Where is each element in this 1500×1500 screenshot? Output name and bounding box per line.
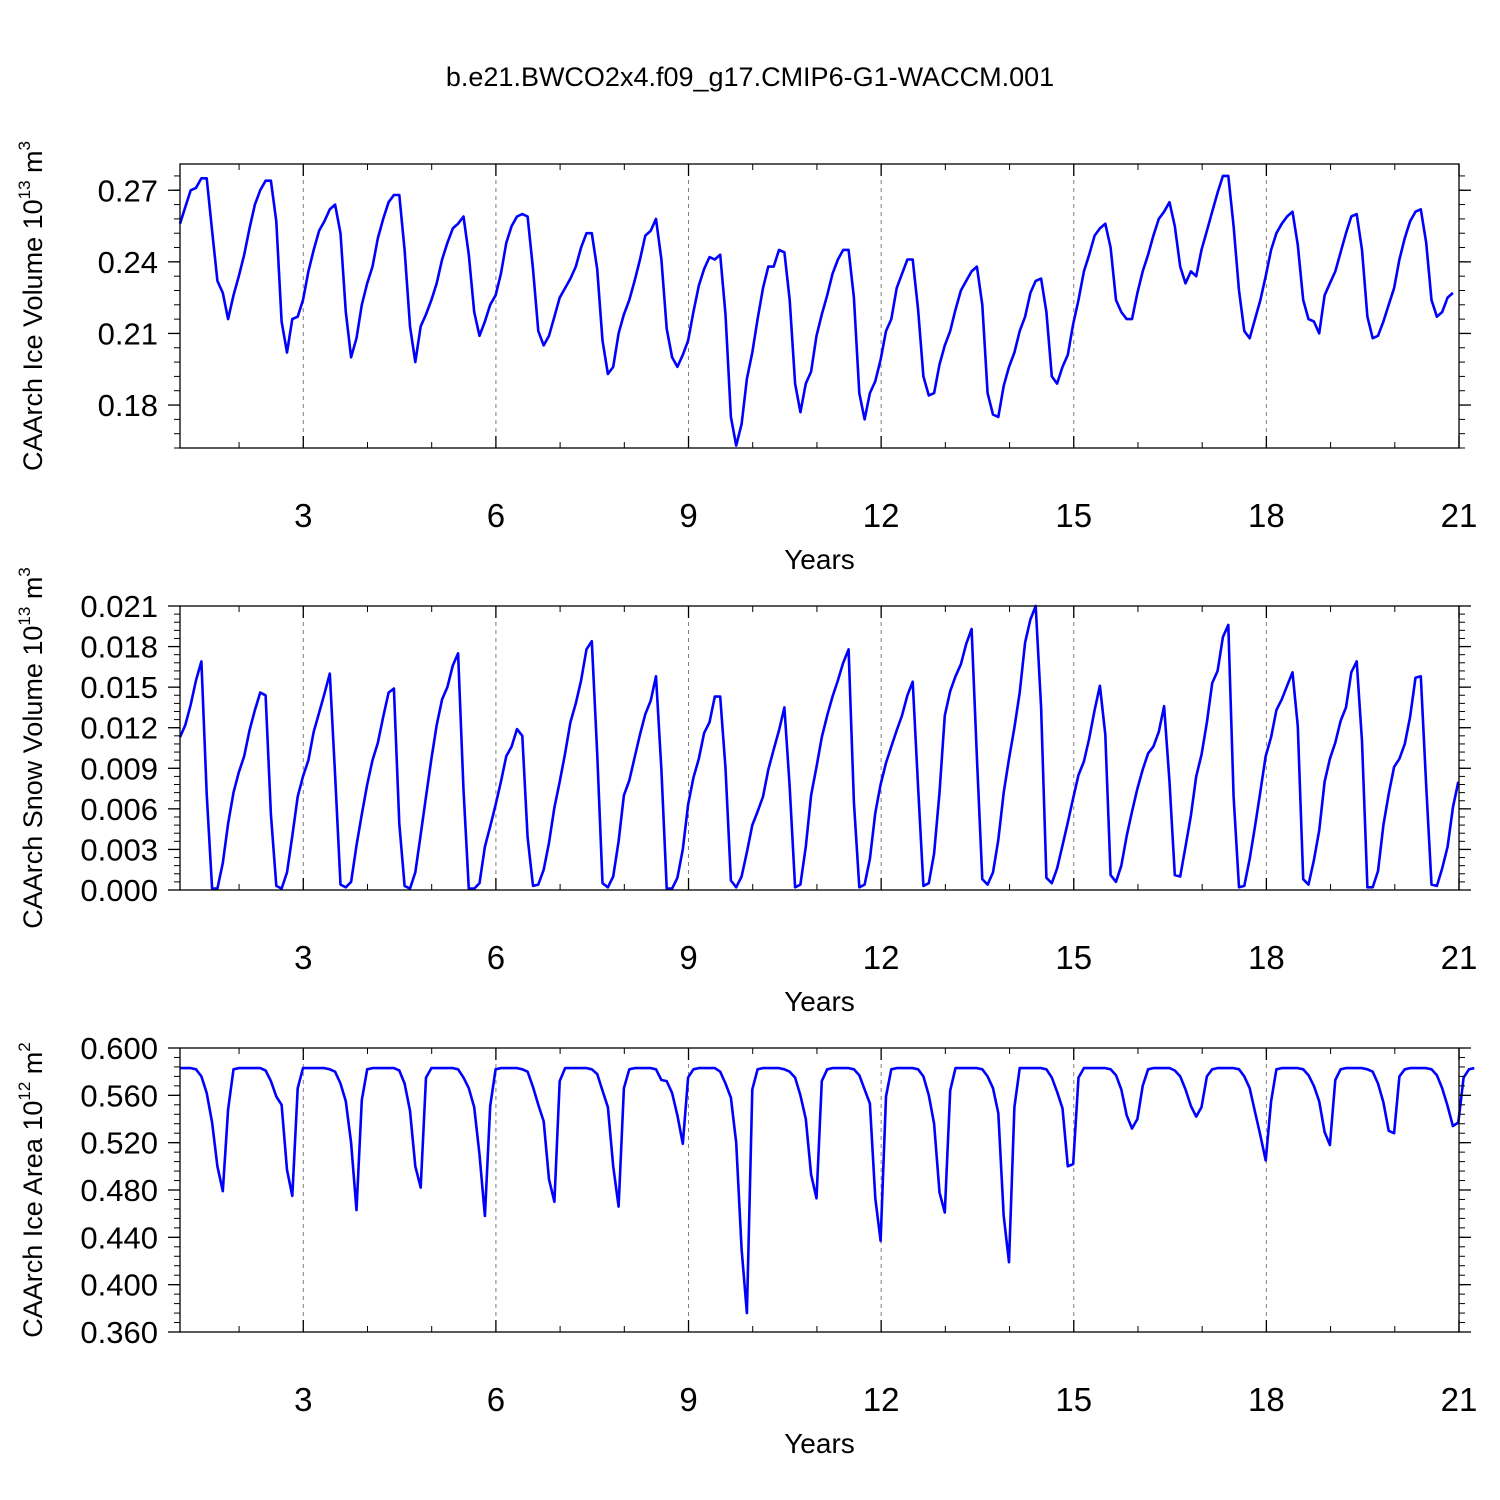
- ice-area-xtick-label-3: 12: [863, 1381, 900, 1418]
- snow-volume-yaxis-label: CAArch Snow Volume 1013 m3: [15, 567, 48, 929]
- snow-volume-xtick-label-2: 9: [679, 939, 697, 976]
- figure-title: b.e21.BWCO2x4.f09_g17.CMIP6-G1-WACCM.001: [445, 62, 1055, 92]
- ice-area-ytick-label-3: 0.480: [80, 1173, 158, 1208]
- snow-volume-yaxis-label-unit: m: [18, 577, 48, 607]
- snow-volume-panel: 3 6 9 12 15 18 21 0.000 0.003 0.006 0.009 0.012 0.01…: [15, 567, 1477, 1017]
- snow-volume-ytick-label-5: 0.015: [80, 670, 158, 705]
- ice-area-panel: 3 6 9 12 15 18 21 0.360 0.400 0.440 0.480 0.520 0.56…: [15, 1031, 1477, 1459]
- ice-volume-xtick-label-3: 12: [863, 497, 900, 534]
- ice-volume-yaxis-label: CAArch Ice Volume 1013 m3: [15, 141, 48, 471]
- snow-volume-ytick-label-2: 0.006: [80, 792, 158, 827]
- snow-volume-xtick-label-5: 18: [1248, 939, 1285, 976]
- ice-area-yaxis-label-text: CAArch Ice Area 10: [18, 1101, 48, 1338]
- snow-volume-plot-frame: [179, 605, 1460, 891]
- snow-volume-xtick-label-0: 3: [294, 939, 312, 976]
- snow-volume-ytick-label-7: 0.021: [80, 589, 158, 624]
- snow-volume-xtick-label-1: 6: [487, 939, 505, 976]
- ice-area-ytick-label-5: 0.560: [80, 1078, 158, 1113]
- ice-area-xtick-label-0: 3: [294, 1381, 312, 1418]
- ice-area-ytick-label-4: 0.520: [80, 1126, 158, 1161]
- snow-volume-ytick-label-6: 0.018: [80, 630, 158, 665]
- ice-area-xtick-label-4: 15: [1055, 1381, 1092, 1418]
- ice-area-yaxis-label: CAArch Ice Area 1012 m2: [15, 1042, 48, 1338]
- ice-volume-xaxis-label: Years: [784, 544, 855, 575]
- ice-volume-series-line-0: [178, 174, 1454, 447]
- ice-volume-plot-frame: [179, 163, 1460, 449]
- ice-volume-xtick-label-6: 21: [1441, 497, 1478, 534]
- ice-area-ytick-label-6: 0.600: [80, 1031, 158, 1066]
- ice-area-yaxis-label-unit: m: [18, 1052, 48, 1082]
- ice-volume-ytick-label-1: 0.21: [98, 316, 158, 351]
- ice-volume-ytick-label-3: 0.27: [98, 173, 158, 208]
- ice-area-series-line-0: [180, 1066, 1475, 1315]
- ice-volume-yaxis-label-unit: m: [18, 150, 48, 180]
- ice-area-yaxis-label-exp: 12: [15, 1082, 34, 1101]
- snow-volume-xtick-label-4: 15: [1055, 939, 1092, 976]
- ice-volume-panel: 3 6 9 12 15 18 21 0.18 0.21 0.24 0.27 Years CAArch I…: [15, 141, 1477, 575]
- ice-area-ytick-label-2: 0.440: [80, 1220, 158, 1255]
- snow-volume-ytick-label-4: 0.012: [80, 711, 158, 746]
- snow-volume-xtick-label-6: 21: [1441, 939, 1478, 976]
- ice-volume-xtick-label-2: 9: [679, 497, 697, 534]
- snow-volume-yaxis-label-exp: 13: [15, 607, 34, 626]
- ice-area-xtick-label-6: 21: [1441, 1381, 1478, 1418]
- snow-volume-yaxis-label-text: CAArch Snow Volume 10: [18, 626, 48, 929]
- snow-volume-ytick-label-0: 0.000: [80, 873, 158, 908]
- snow-volume-yaxis-label-unit-exp: 3: [15, 567, 34, 576]
- snow-volume-series-line-0: [178, 604, 1460, 890]
- ice-area-ytick-label-1: 0.400: [80, 1268, 158, 1303]
- snow-volume-ytick-label-1: 0.003: [80, 832, 158, 867]
- ice-area-ytick-label-0: 0.360: [80, 1315, 158, 1350]
- ice-volume-xtick-label-4: 15: [1055, 497, 1092, 534]
- snow-volume-xaxis-label: Years: [784, 986, 855, 1017]
- ice-volume-ytick-label-0: 0.18: [98, 388, 158, 423]
- ice-area-yaxis-label-unit-exp: 2: [15, 1042, 34, 1051]
- snow-volume-xtick-label-3: 12: [863, 939, 900, 976]
- ice-volume-yaxis-label-exp: 13: [15, 180, 34, 199]
- ice-volume-xtick-label-5: 18: [1248, 497, 1285, 534]
- ice-area-xtick-label-2: 9: [679, 1381, 697, 1418]
- ice-area-xtick-label-1: 6: [487, 1381, 505, 1418]
- ice-volume-ytick-label-2: 0.24: [98, 245, 158, 280]
- ice-volume-xtick-label-1: 6: [487, 497, 505, 534]
- ice-volume-yaxis-label-unit-exp: 3: [15, 141, 34, 150]
- ice-area-xtick-label-5: 18: [1248, 1381, 1285, 1418]
- ice-area-plot-frame: [179, 1047, 1460, 1333]
- snow-volume-ytick-label-3: 0.009: [80, 751, 158, 786]
- ice-volume-xtick-label-0: 3: [294, 497, 312, 534]
- ice-area-xaxis-label: Years: [784, 1428, 855, 1459]
- ice-volume-yaxis-label-text: CAArch Ice Volume 10: [18, 199, 48, 471]
